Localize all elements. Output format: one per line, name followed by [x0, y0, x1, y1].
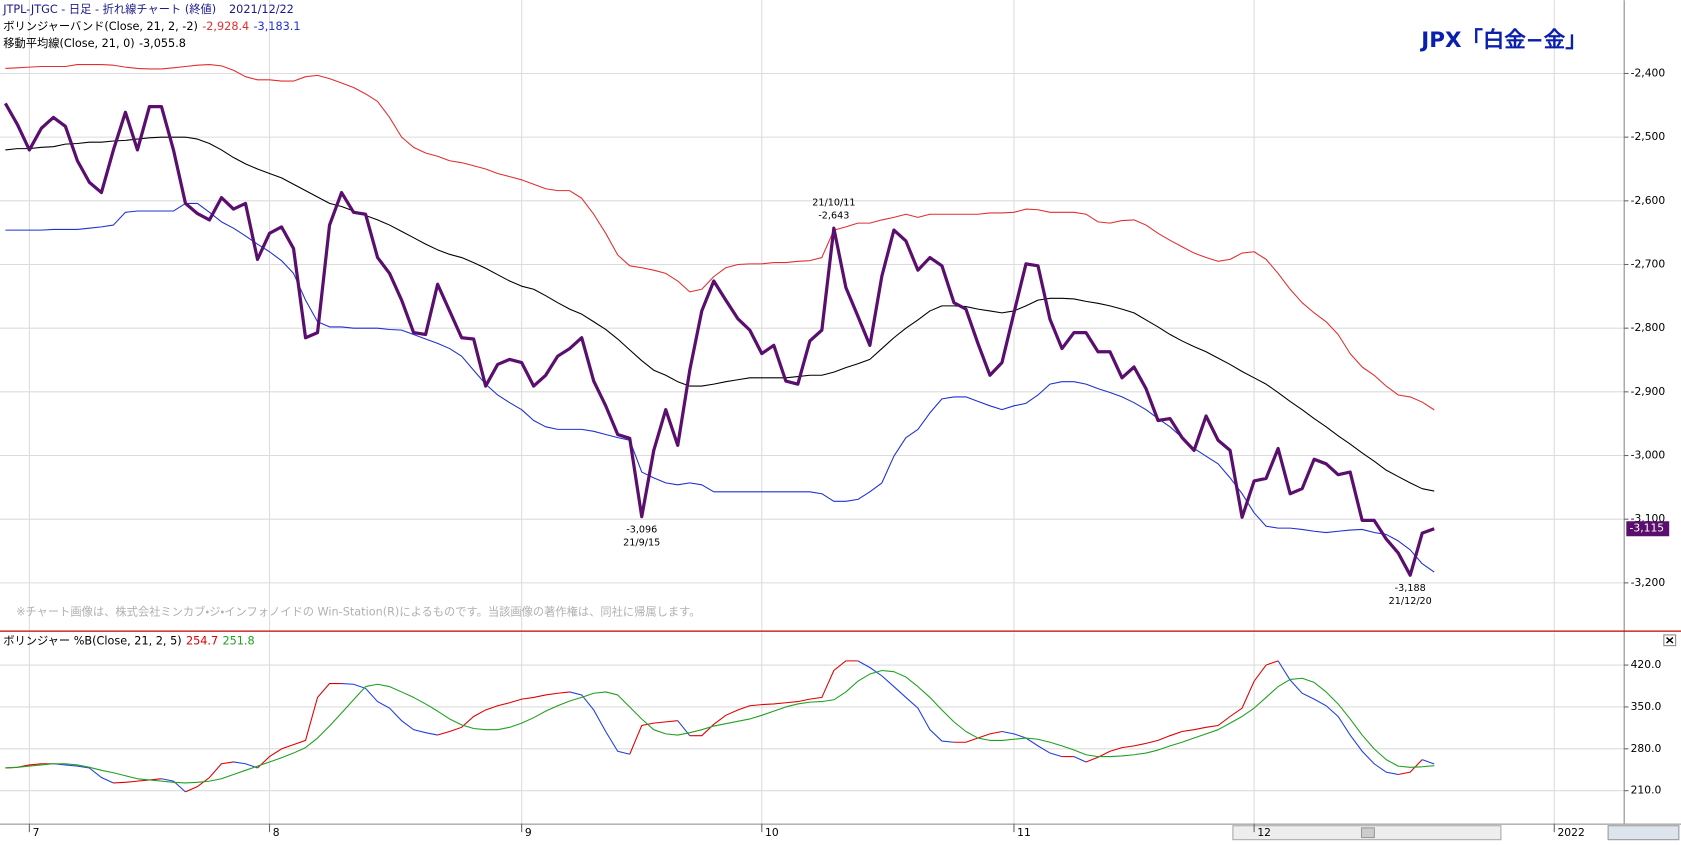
chart-date: 2021/12/22 — [229, 3, 294, 16]
series-line — [5, 64, 1435, 411]
pb-line — [1422, 759, 1435, 765]
y-tick-label: 350.0 — [1631, 700, 1662, 713]
series-line — [5, 202, 1435, 573]
annotation-value: -3,096 — [626, 525, 657, 536]
x-tick-label: 11 — [1017, 826, 1031, 839]
pb-line — [341, 683, 438, 736]
pb-line — [689, 660, 858, 737]
ma-last: -3,055.8 — [139, 37, 186, 50]
pb-line — [1085, 660, 1279, 763]
upper-last: -2,928.4 — [202, 20, 249, 33]
last-value-badge — [1626, 521, 1670, 537]
zoom-buttons[interactable] — [1607, 825, 1680, 841]
series-line — [3, 102, 1435, 577]
signal-last: 251.8 — [222, 634, 254, 647]
pb-line — [1001, 730, 1063, 758]
pb-line — [629, 720, 678, 755]
header-pb: ボリンジャー %B(Close, 21, 2, 5) 254.7 251.8 — [3, 634, 254, 647]
y-tick-label: -2,500 — [1631, 130, 1666, 143]
x-tick-label: 12 — [1257, 826, 1271, 839]
pb-label: ボリンジャー %B(Close, 21, 2, 5) — [3, 634, 181, 647]
x-tick-label: 10 — [765, 826, 779, 839]
y-tick-label: 210.0 — [1631, 784, 1662, 797]
annotation-value: -2,643 — [818, 210, 849, 221]
x-tick-label: 8 — [273, 826, 280, 839]
pb-line — [257, 683, 342, 769]
pb-line — [185, 761, 234, 793]
annotation-value: -3,188 — [1395, 583, 1426, 594]
pb-line — [1073, 756, 1087, 763]
pb-line — [113, 778, 162, 784]
annotation-date: 21/12/20 — [1389, 596, 1432, 607]
disclaimer: ※チャート画像は、株式会社ミンカブ・ジ・インフォノイドの Win-Station… — [16, 604, 700, 618]
pb-last: 254.7 — [186, 634, 218, 647]
ma-label: 移動平均線(Close, 21, 0) — [3, 36, 134, 50]
pb-line — [437, 691, 570, 736]
header-title: JTPL-JTGC - 日足 - 折れ線チャート (終値) 2021/12/22 — [2, 2, 294, 16]
series-layer — [3, 64, 1435, 793]
y-tick-label: -2,400 — [1631, 66, 1666, 79]
pb-line — [1277, 660, 1399, 776]
pb-line — [233, 761, 258, 769]
y-tick-label: -3,200 — [1631, 576, 1666, 589]
y-tick-label: 280.0 — [1631, 742, 1662, 755]
pb-line — [569, 691, 630, 755]
pb-line — [857, 660, 954, 743]
header-ma: 移動平均線(Close, 21, 0) -3,055.8 — [3, 36, 186, 50]
lower-last: -3,183.1 — [254, 20, 301, 33]
y-tick-label: -2,600 — [1631, 194, 1666, 207]
pb-line — [1398, 759, 1423, 776]
header-bb: ボリンジャーバンド(Close, 21, 2, -2) -2,928.4 -3,18… — [3, 20, 300, 33]
x-tick-label: 9 — [525, 826, 532, 839]
annotation-date: 21/10/11 — [812, 197, 855, 208]
pb-line — [161, 778, 186, 793]
last-value-label: -3,115 — [1630, 522, 1665, 535]
x-tick-label: 7 — [33, 826, 40, 839]
scrollbar-thumb[interactable] — [1360, 827, 1375, 839]
y-tick-label: -2,900 — [1631, 385, 1666, 398]
y-tick-label: 420.0 — [1631, 658, 1662, 671]
x-tick-label: 2022 — [1557, 826, 1584, 839]
y-tick-label: -3,000 — [1631, 449, 1666, 462]
y-tick-label: -2,700 — [1631, 257, 1666, 270]
bb-label: ボリンジャーバンド(Close, 21, 2, -2) — [3, 20, 198, 33]
pb-line — [53, 763, 114, 784]
watermark: JPX「白金−金」 — [1419, 27, 1586, 53]
y-tick-label: -2,800 — [1631, 321, 1666, 334]
series-line — [5, 136, 1435, 492]
chart-title: JTPL-JTGC - 日足 - 折れ線チャート (終値) — [2, 2, 216, 16]
close-icon — [1666, 637, 1674, 644]
annotation-date: 21/9/15 — [623, 537, 660, 548]
series-line — [5, 669, 1435, 784]
right-axis-area — [1624, 0, 1681, 824]
